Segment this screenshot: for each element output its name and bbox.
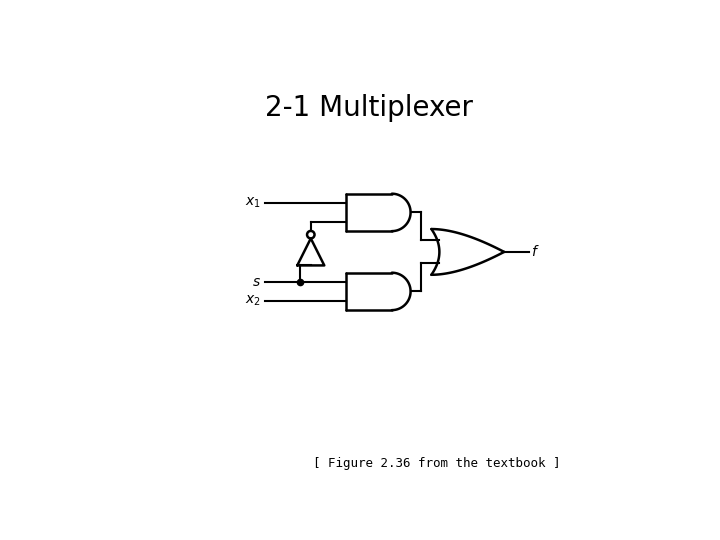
Text: $x_1$: $x_1$ [245, 196, 261, 210]
Text: $f$: $f$ [531, 245, 540, 259]
Text: $x_2$: $x_2$ [245, 294, 261, 308]
Text: $s$: $s$ [252, 275, 261, 289]
Text: [ Figure 2.36 from the textbook ]: [ Figure 2.36 from the textbook ] [312, 457, 560, 470]
Text: 2-1 Multiplexer: 2-1 Multiplexer [265, 94, 473, 122]
